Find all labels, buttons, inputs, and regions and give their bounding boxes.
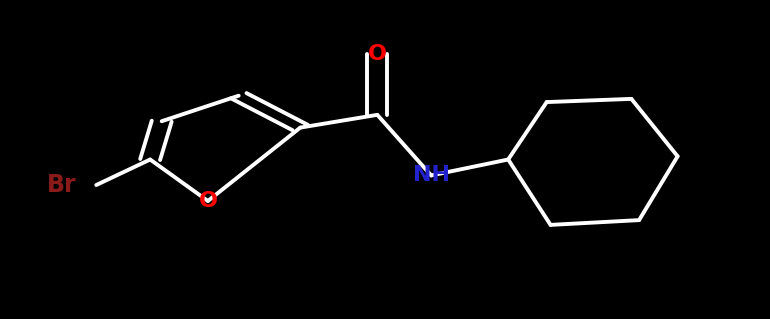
Text: NH: NH xyxy=(413,166,450,185)
Text: O: O xyxy=(368,44,387,64)
Text: Br: Br xyxy=(47,173,76,197)
Text: O: O xyxy=(199,191,217,211)
